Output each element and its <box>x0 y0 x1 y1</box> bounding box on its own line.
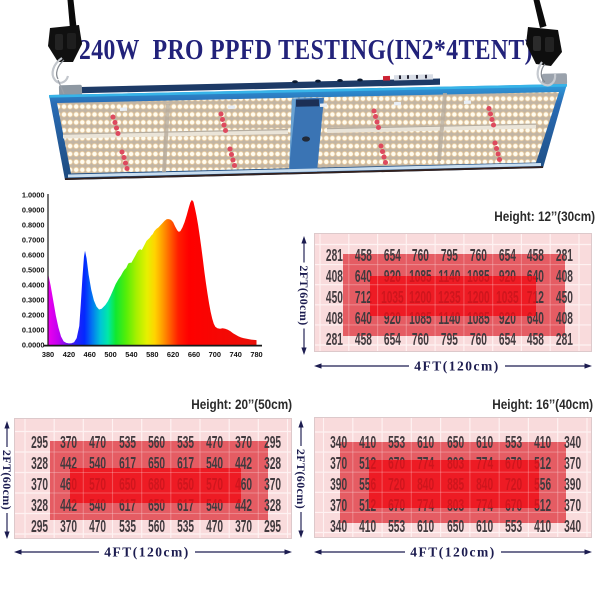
svg-text:0.1000: 0.1000 <box>22 326 45 335</box>
svg-text:4FT(120cm): 4FT(120cm) <box>410 544 495 559</box>
svg-text:0.6000: 0.6000 <box>22 251 45 260</box>
svg-text:0.3000: 0.3000 <box>22 296 45 305</box>
svg-text:0.8000: 0.8000 <box>22 221 45 230</box>
svg-text:700: 700 <box>209 350 221 359</box>
svg-text:2FT(60cm): 2FT(60cm) <box>0 450 14 510</box>
svg-text:780: 780 <box>250 350 262 359</box>
svg-text:4FT(120cm): 4FT(120cm) <box>414 359 499 374</box>
svg-text:2FT(60cm): 2FT(60cm) <box>297 265 311 325</box>
svg-text:380: 380 <box>42 350 54 359</box>
svg-text:1.0000: 1.0000 <box>22 191 45 200</box>
svg-text:460: 460 <box>84 350 96 359</box>
svg-text:0.7000: 0.7000 <box>22 236 45 245</box>
svg-text:0.4000: 0.4000 <box>22 281 45 290</box>
svg-text:500: 500 <box>104 350 116 359</box>
svg-text:740: 740 <box>230 350 242 359</box>
svg-text:620: 620 <box>167 350 179 359</box>
svg-text:580: 580 <box>146 350 158 359</box>
svg-text:0.0000: 0.0000 <box>22 341 45 350</box>
svg-text:420: 420 <box>63 350 75 359</box>
svg-text:0.2000: 0.2000 <box>22 311 45 320</box>
svg-text:2FT(60cm): 2FT(60cm) <box>294 449 308 509</box>
svg-text:660: 660 <box>188 350 200 359</box>
svg-text:0.9000: 0.9000 <box>22 206 45 215</box>
svg-text:0.5000: 0.5000 <box>22 266 45 275</box>
svg-text:4FT(120cm): 4FT(120cm) <box>104 544 189 559</box>
svg-text:540: 540 <box>125 350 137 359</box>
